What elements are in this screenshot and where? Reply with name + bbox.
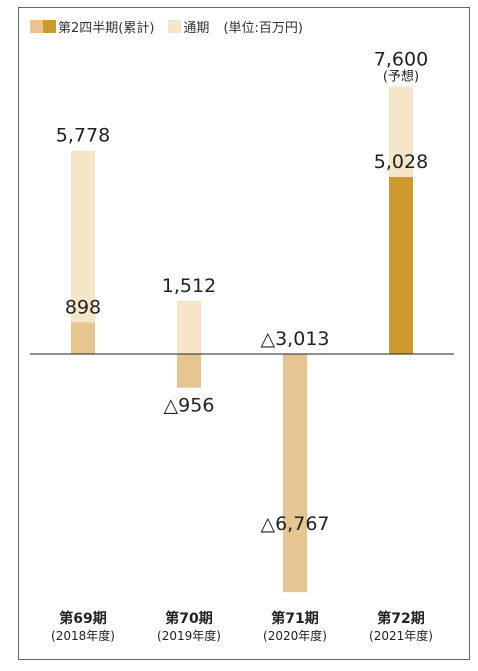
annual-bar-2 [177,300,201,354]
q2-bar-2 [177,354,201,388]
category-year-label-1: (2018年度) [51,628,115,643]
q2-value-label-4: 5,028 [374,151,428,173]
category-year-label-2: (2019年度) [157,628,221,643]
category-label-1: 第69期 [59,610,106,627]
q2-bar-1 [71,322,95,354]
q2-value-label-1: 898 [65,296,101,318]
category-label-3: 第71期 [271,610,318,627]
unit-label: (単位:百万円) [223,20,303,36]
q2-bar-3 [283,354,307,593]
annual-value-label-1: 5,778 [56,125,110,147]
q2-value-label-2: △956 [164,395,215,417]
q2-value-label-3: △6,767 [260,513,329,535]
q2-bar-4 [389,177,413,354]
category-label-2: 第70期 [165,610,212,627]
annual-bar-1 [71,150,95,354]
legend-swatch-q2-light [30,19,43,33]
category-year-label-3: (2020年度) [263,628,327,643]
category-year-label-4: (2021年度) [369,628,433,643]
annual-value-label-3: △3,013 [260,328,329,350]
annual-value-label-4: 7,600 [374,48,428,70]
annual-note-label-4: (予想) [383,68,419,84]
legend-label-q2: 第2四半期(累計) [58,20,155,36]
legend-swatch-annual [168,19,182,33]
category-label-4: 第72期 [377,610,424,627]
chart-legend: 第2四半期(累計) 通期 (単位:百万円) [30,16,303,36]
annual-value-label-2: 1,512 [162,275,216,297]
legend-label-annual: 通期 [183,20,210,36]
legend-swatch-q2-dark [43,19,56,33]
